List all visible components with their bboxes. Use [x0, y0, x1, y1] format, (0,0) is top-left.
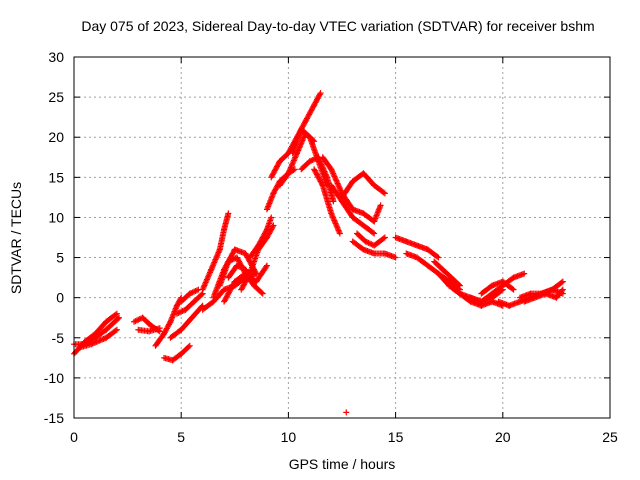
data-point: [435, 254, 442, 261]
data-points: [71, 90, 566, 416]
x-tick-label: 10: [281, 429, 297, 445]
data-point: [455, 281, 462, 288]
data-point: [116, 314, 123, 321]
data-point: [258, 289, 265, 296]
data-point: [381, 190, 388, 197]
data-point: [559, 278, 566, 285]
x-tick-label: 25: [602, 429, 618, 445]
series-track-8: [167, 302, 206, 341]
series-track-11: [199, 210, 232, 293]
plot-frame: [73, 56, 611, 419]
data-point: [113, 326, 120, 333]
series-track-5: [135, 325, 163, 335]
data-point: [246, 271, 253, 278]
data-point: [166, 320, 173, 327]
series-track-31: [403, 250, 463, 293]
y-axis-label: SDTVAR / TECUs: [8, 181, 24, 295]
data-point: [186, 342, 193, 349]
data-point: [250, 277, 257, 284]
data-point: [380, 235, 387, 242]
y-tick-label: -5: [52, 330, 65, 346]
data-point: [558, 279, 565, 286]
series-track-7: [161, 342, 193, 364]
series-track-32: [431, 258, 463, 289]
series-track-19: [263, 166, 298, 213]
data-point: [510, 286, 517, 293]
data-point: [456, 282, 463, 289]
series-track-20: [268, 90, 324, 181]
chart-title: Day 075 of 2023, Sidereal Day-to-day VTE…: [81, 18, 595, 34]
series-track-36: [478, 278, 517, 297]
data-point: [185, 343, 192, 350]
data-point: [263, 227, 270, 234]
series-track-29: [354, 230, 388, 249]
y-tick-label: 5: [56, 250, 64, 266]
y-tick-label: 0: [56, 290, 64, 306]
data-point: [521, 270, 528, 277]
y-tick-label: 20: [48, 129, 64, 145]
data-point: [198, 291, 205, 298]
axis-ticks: 0 5 10 15 20 25 -15 -10 -5 0 5 10 15 20 25 30: [44, 49, 618, 445]
data-point: [371, 230, 378, 237]
grid-lines: [74, 57, 610, 418]
y-tick-label: -10: [44, 370, 64, 386]
data-point: [263, 263, 270, 270]
data-point: [380, 189, 387, 196]
data-point: [318, 181, 325, 188]
y-tick-label: -15: [44, 410, 64, 426]
data-point: [113, 310, 120, 317]
data-point: [392, 254, 399, 261]
data-point: [330, 198, 337, 205]
x-tick-label: 0: [70, 429, 78, 445]
series-track-27: [339, 170, 388, 201]
data-point: [316, 91, 323, 98]
x-tick-label: 5: [177, 429, 185, 445]
data-point: [317, 90, 324, 97]
data-point: [112, 311, 119, 318]
data-point: [263, 262, 270, 269]
data-point: [225, 210, 232, 217]
series-track-18: [246, 214, 275, 261]
series-track-23: [298, 154, 337, 205]
data-point: [253, 270, 260, 277]
data-point: [369, 229, 376, 236]
data-point: [259, 290, 266, 297]
series-track-39: [521, 286, 566, 305]
data-point: [509, 285, 516, 292]
data-point: [251, 278, 258, 285]
data-point: [252, 269, 259, 276]
data-point: [114, 315, 121, 322]
series-track-30: [392, 234, 442, 261]
y-tick-label: 15: [48, 169, 64, 185]
data-point: [559, 286, 566, 293]
data-point: [343, 409, 350, 416]
series-outlier: [343, 409, 350, 416]
series-track-9: [173, 290, 206, 317]
series-track-26: [328, 182, 378, 237]
x-tick-label: 20: [495, 429, 511, 445]
series-track-6: [152, 294, 185, 349]
data-point: [156, 325, 163, 332]
x-axis-label: GPS time / hours: [288, 456, 396, 472]
series-track-10: [178, 286, 202, 305]
series-track-3: [77, 326, 120, 351]
data-point: [558, 287, 565, 294]
data-point: [434, 253, 441, 260]
y-tick-label: 25: [48, 89, 64, 105]
y-tick-label: 30: [48, 49, 64, 65]
y-tick-label: 10: [48, 209, 64, 225]
series-track-24: [311, 166, 343, 237]
data-point: [112, 327, 119, 334]
series-track-28: [349, 238, 399, 261]
series-track-35: [467, 270, 528, 305]
x-tick-label: 15: [388, 429, 404, 445]
data-point: [381, 234, 388, 241]
data-point: [268, 214, 275, 221]
data-point: [377, 202, 384, 209]
data-point: [336, 230, 343, 237]
